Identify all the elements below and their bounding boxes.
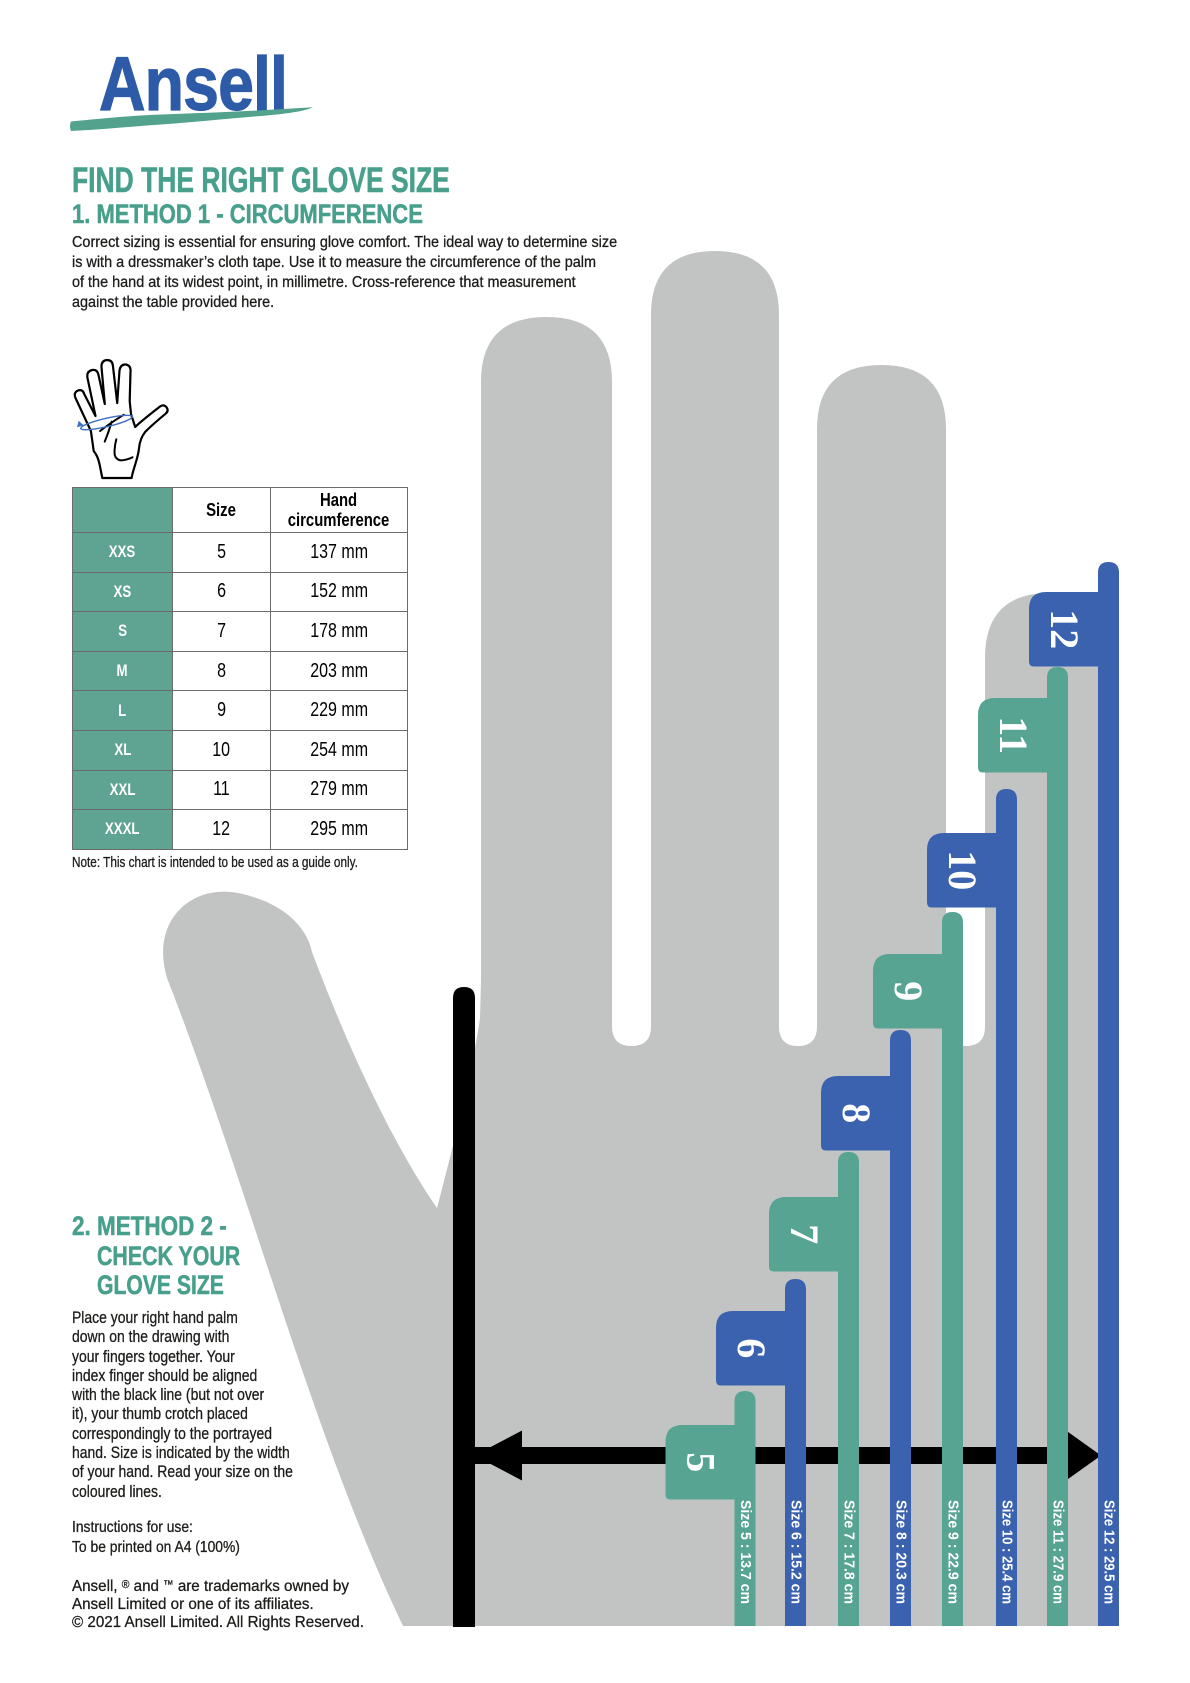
svg-text:5: 5 (679, 1452, 724, 1472)
svg-text:Size 10 : 25.4 cm: Size 10 : 25.4 cm (999, 1500, 1015, 1604)
svg-text:Size 7 : 17.8 cm: Size 7 : 17.8 cm (841, 1500, 857, 1604)
svg-text:Size 6 : 15.2 cm: Size 6 : 15.2 cm (788, 1500, 804, 1604)
svg-text:Size 8 : 20.3 cm: Size 8 : 20.3 cm (893, 1500, 909, 1604)
svg-text:Size 5 : 13.7 cm: Size 5 : 13.7 cm (737, 1500, 753, 1604)
svg-text:Size 11 : 27.9 cm: Size 11 : 27.9 cm (1050, 1500, 1066, 1604)
svg-text:8: 8 (834, 1103, 879, 1123)
svg-text:9: 9 (886, 981, 931, 1001)
svg-text:6: 6 (729, 1338, 774, 1358)
svg-text:Size 12 : 29.5 cm: Size 12 : 29.5 cm (1101, 1500, 1117, 1604)
svg-text:11: 11 (991, 716, 1036, 754)
svg-text:7: 7 (782, 1224, 827, 1244)
svg-text:Size 9 : 22.9 cm: Size 9 : 22.9 cm (945, 1500, 961, 1604)
svg-text:10: 10 (940, 850, 985, 890)
svg-text:12: 12 (1042, 609, 1087, 649)
